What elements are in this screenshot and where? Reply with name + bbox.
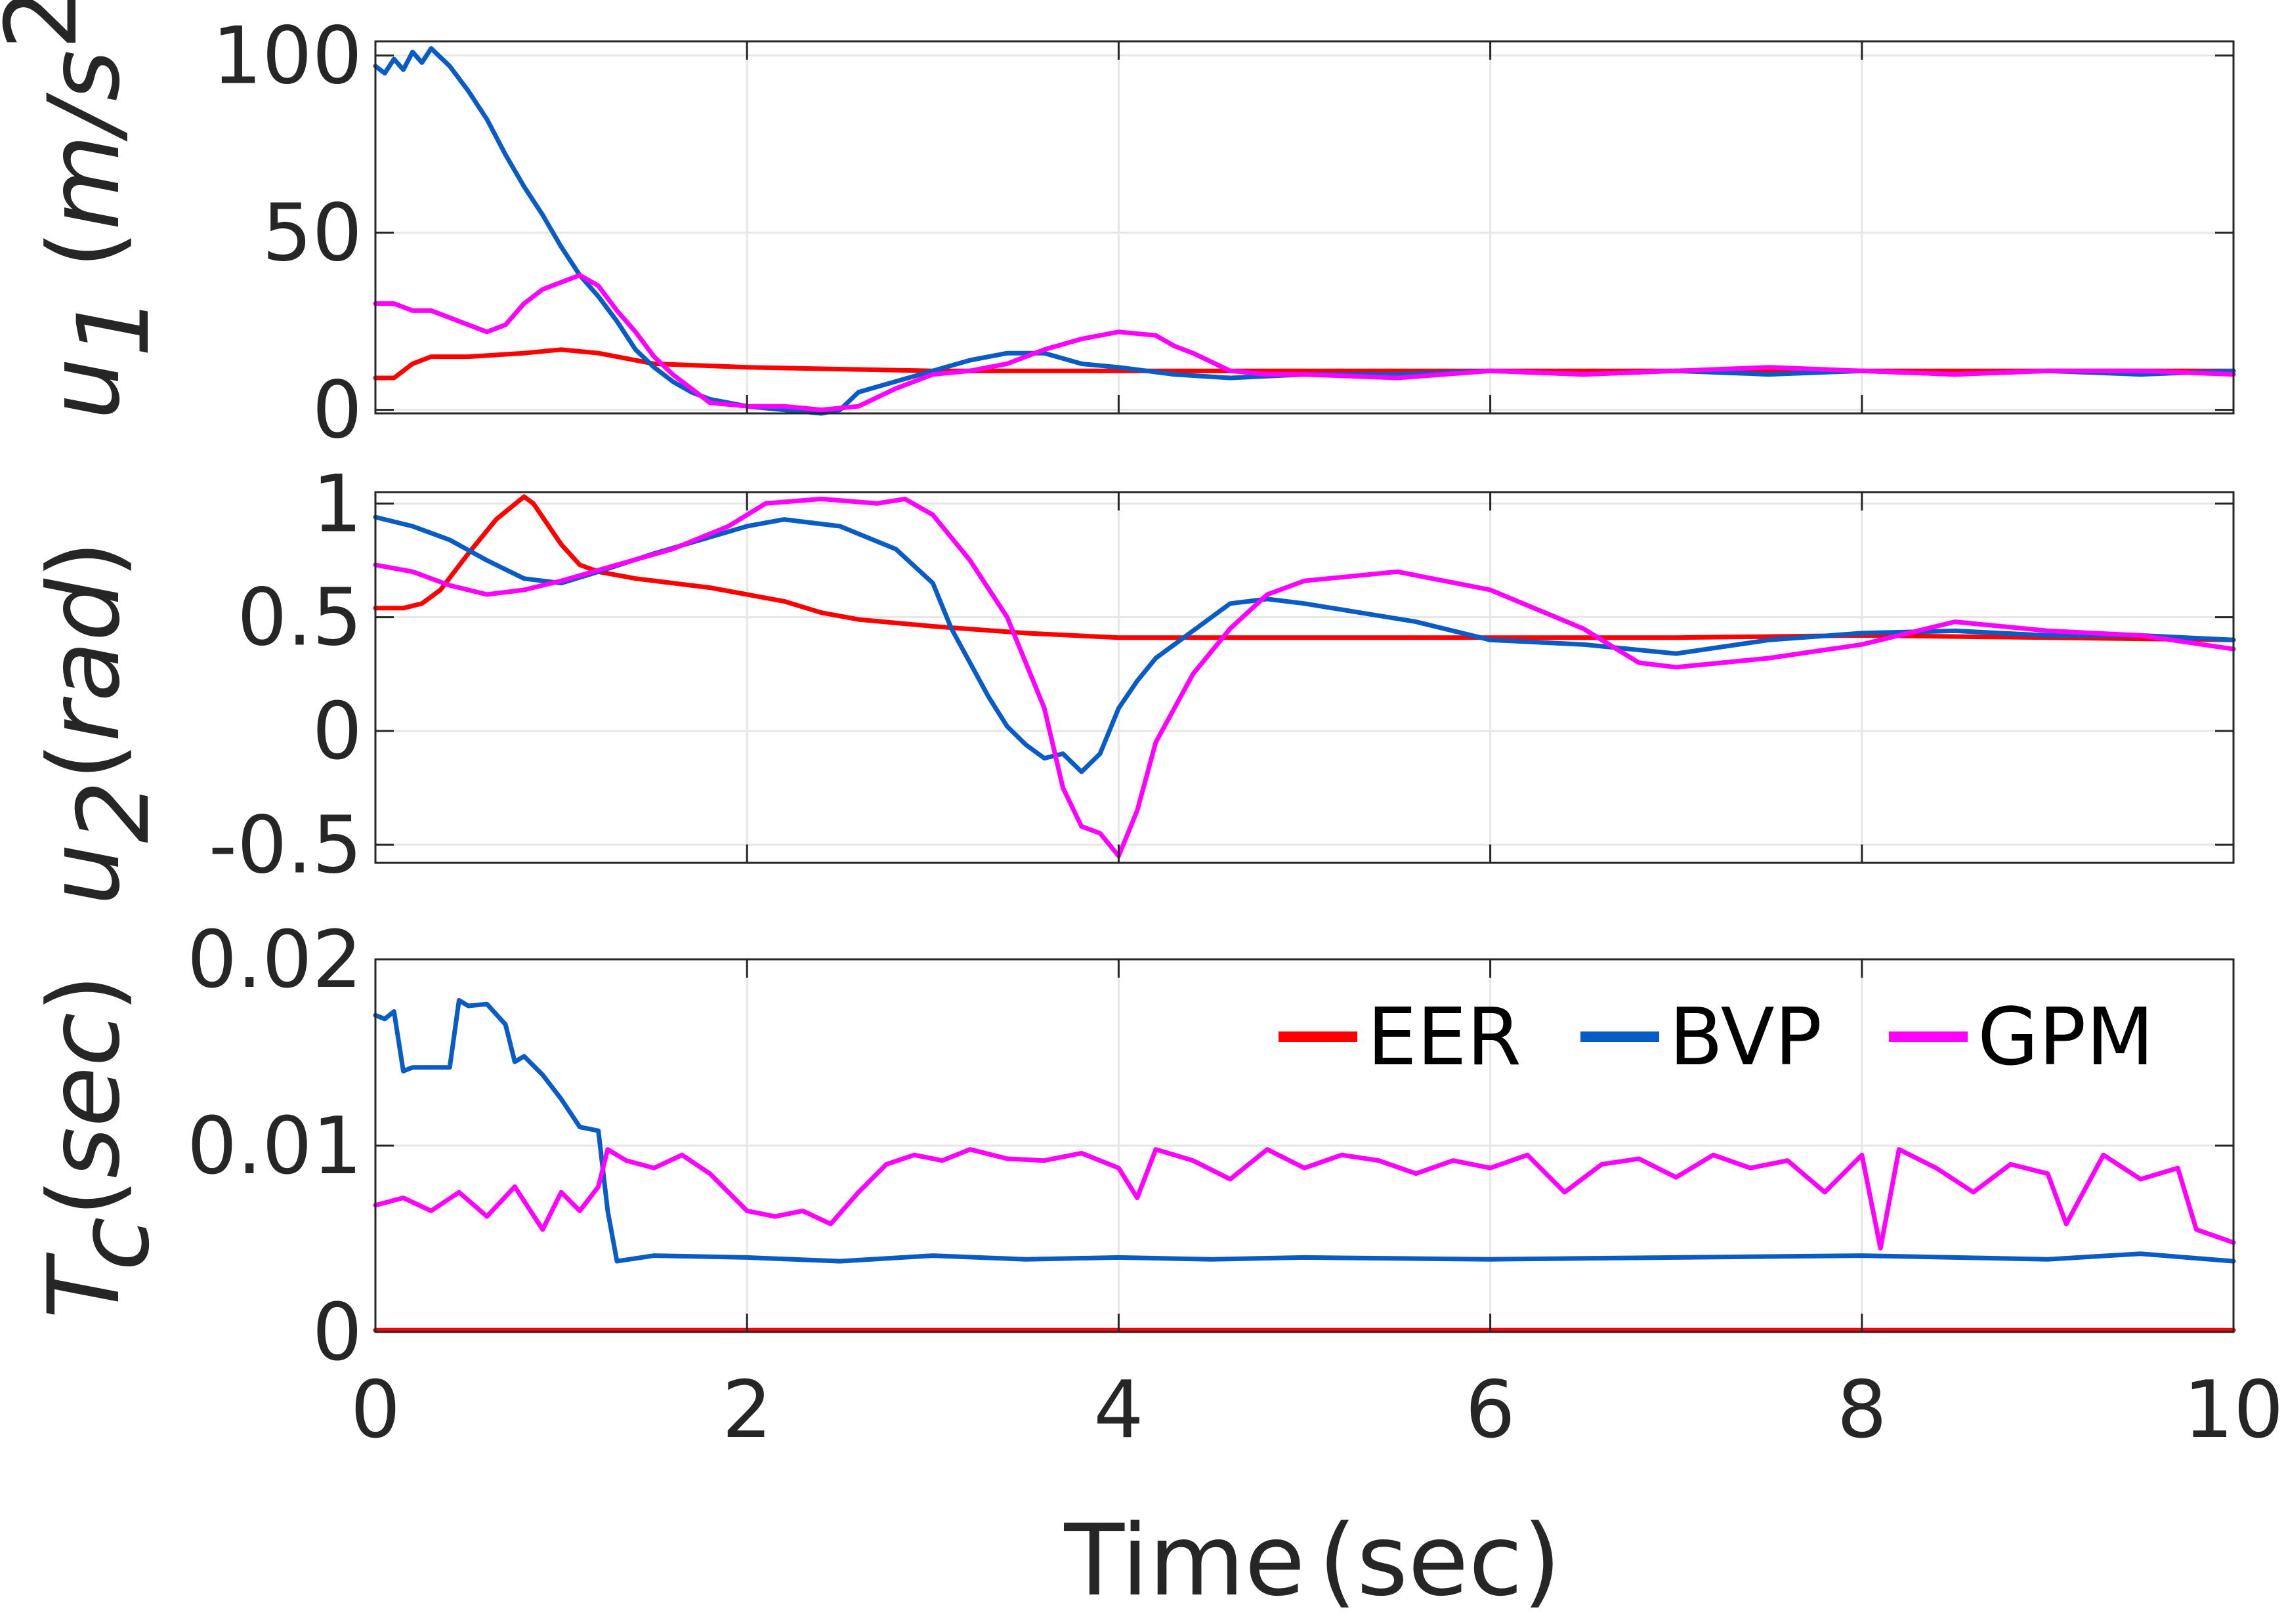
plot-area: [375, 41, 2233, 413]
series-line-gpm: [373, 1147, 2236, 1251]
ylabel-u1-unit-sup: 2: [0, 0, 99, 50]
series-line-gpm: [373, 272, 2236, 413]
series-line-gpm: [373, 496, 2236, 859]
ylabel-u2: u2(rad): [28, 541, 171, 906]
y-tick-label: 0: [312, 1287, 362, 1379]
ylabel-u1-unit: m/s: [28, 50, 142, 230]
plot-area: [375, 492, 2233, 863]
ylabel-u2-unit-close: ): [28, 541, 142, 579]
ylabel-tc: Tc(sec): [28, 974, 171, 1319]
ylabel-u1-unit-open: (: [28, 230, 142, 269]
y-tick-label: 0.5: [237, 573, 362, 664]
legend: EER BVP GPM: [1279, 992, 2154, 1083]
legend-label-eer: EER: [1367, 992, 1521, 1083]
panel-tc: 0 0.01 0.02 0 2 4 6 8 10 EER BVP GPM: [187, 915, 2284, 1456]
ylabel-u1-subscript: 1: [57, 295, 171, 357]
xlabel: Time (sec): [1063, 1504, 1561, 1618]
y-tick-label: 0.01: [187, 1101, 362, 1192]
series-line-eer: [373, 494, 2236, 642]
xlabel-unit: (sec): [1319, 1504, 1561, 1618]
xlabel-main: Time: [1063, 1504, 1305, 1618]
ylabel-u2-subscript: 2: [57, 780, 171, 843]
ylabel-u1: u1(m/s2): [0, 0, 171, 420]
legend-label-gpm: GPM: [1978, 992, 2154, 1083]
y-tick-label: 50: [262, 188, 362, 280]
y-tick-label: -0.5: [209, 800, 362, 891]
ylabel-tc-unit: sec: [28, 1012, 142, 1178]
axes-frame: [374, 491, 2235, 864]
ylabel-u1-symbol: u: [28, 358, 142, 420]
panel-u1: 0 50 100: [212, 11, 2236, 457]
ylabel-u2-unit: rad: [28, 578, 142, 742]
x-tick-label: 0: [350, 1365, 400, 1456]
y-tick-label: 0: [312, 686, 362, 778]
x-tick-label: 4: [1093, 1365, 1143, 1456]
y-tick-label: 0.02: [187, 915, 362, 1006]
legend-label-bvp: BVP: [1669, 992, 1822, 1083]
y-tick-label: 100: [212, 11, 362, 102]
ylabel-u2-symbol: u: [28, 843, 142, 906]
ylabel-tc-unit-close: ): [28, 974, 142, 1012]
x-tick-label: 2: [722, 1365, 772, 1456]
series-line-eer: [373, 347, 2236, 381]
y-tick-label: 1: [312, 459, 362, 550]
x-tick-label: 8: [1837, 1365, 1887, 1456]
ylabel-u2-unit-open: (: [28, 742, 142, 781]
x-tick-label: 10: [2184, 1365, 2284, 1456]
axes-frame: [374, 40, 2235, 415]
ylabel-tc-subscript: c: [57, 1217, 171, 1270]
y-tick-label: 0: [312, 365, 362, 457]
x-tick-label: 6: [1465, 1365, 1515, 1456]
panel-u2: -0.5 0 0.5 1: [209, 459, 2236, 891]
ylabel-tc-unit-open: (: [28, 1178, 142, 1217]
